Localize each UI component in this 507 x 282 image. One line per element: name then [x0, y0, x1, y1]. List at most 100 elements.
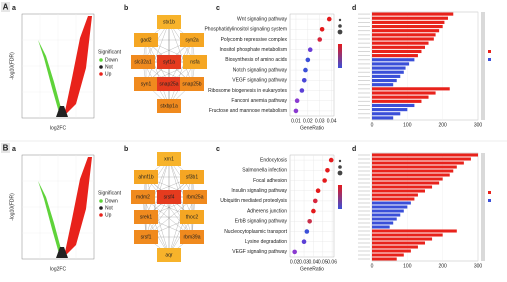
- x-axis-label: log2FC: [50, 266, 67, 272]
- legend-label: Not: [105, 64, 113, 70]
- node-label: ahnf1b: [138, 174, 154, 180]
- node-label: gad2: [140, 37, 151, 43]
- y-tick-label: Wnt signaling pathway: [237, 16, 288, 22]
- dot: [311, 208, 316, 214]
- bar: [372, 161, 464, 165]
- group-strip: [481, 12, 485, 120]
- bar: [372, 58, 415, 62]
- legend-swatch: [99, 206, 103, 210]
- y-tick-label: Salmonella infection: [242, 168, 287, 174]
- dot: [319, 27, 325, 32]
- row-label: A: [3, 3, 9, 12]
- node-label: slc32a1: [134, 59, 151, 65]
- dot: [315, 188, 321, 193]
- node-label: syt1a: [163, 59, 175, 65]
- up-cloud: [64, 16, 92, 116]
- y-tick-label: Nucleocytoplasmic transport: [224, 229, 287, 235]
- down-cloud: [38, 181, 61, 257]
- panel-label: a: [12, 5, 16, 12]
- edge: [145, 158, 170, 218]
- bar: [372, 189, 425, 193]
- dot: [325, 168, 330, 173]
- dot: [328, 157, 334, 163]
- plot-frame: [371, 11, 479, 121]
- dot: [293, 108, 299, 114]
- node: [134, 210, 158, 224]
- node-label: rbm39a: [184, 234, 201, 240]
- y-tick-label: Adherens junction: [247, 208, 287, 214]
- size-key: [337, 29, 343, 35]
- node: [183, 55, 207, 69]
- not-cloud: [56, 247, 68, 258]
- node-label: rbm25a: [187, 194, 204, 200]
- x-tick-label: 0: [371, 122, 374, 128]
- node: [157, 15, 181, 29]
- node-label: thoc2: [186, 214, 198, 220]
- bar: [372, 193, 418, 197]
- bar: [372, 205, 408, 209]
- x-tick-label: 0.02: [303, 118, 313, 124]
- size-key: [338, 18, 342, 22]
- panel-label: b: [124, 5, 128, 12]
- x-tick-label: 0.03: [315, 118, 325, 124]
- legend-swatch: [99, 199, 103, 203]
- legend-title: Significant: [98, 190, 122, 196]
- node-label: srek1: [140, 214, 152, 220]
- x-axis-label: GeneRatio: [300, 266, 324, 272]
- node: [180, 33, 204, 47]
- row-label-box: [1, 2, 10, 12]
- bar: [372, 54, 418, 58]
- bar: [372, 165, 457, 169]
- node-label: syn1: [141, 81, 152, 87]
- node: [157, 152, 181, 166]
- row-label: B: [3, 144, 9, 153]
- bar: [372, 49, 422, 54]
- y-tick-label: Insulin signaling pathway: [231, 188, 287, 194]
- bar: [372, 245, 418, 249]
- dot: [307, 47, 313, 52]
- node: [180, 230, 204, 244]
- bar: [372, 87, 450, 91]
- bar: [372, 257, 397, 261]
- x-tick-label: 100: [403, 122, 412, 128]
- dot: [301, 239, 307, 244]
- bar: [372, 29, 440, 33]
- node: [183, 190, 207, 204]
- y-tick-label: VEGF signaling pathway: [232, 78, 287, 84]
- edge: [168, 196, 196, 256]
- bar: [372, 91, 436, 95]
- node: [157, 55, 181, 69]
- node-label: sf3b1: [186, 174, 198, 180]
- dot: [326, 16, 332, 22]
- row-label-box: [1, 143, 10, 153]
- size-key: [338, 159, 342, 163]
- bar: [372, 201, 411, 205]
- bar: [372, 241, 425, 245]
- node: [180, 210, 204, 224]
- not-cloud: [56, 106, 68, 117]
- x-axis-label: log2FC: [50, 125, 67, 131]
- dot: [303, 67, 308, 73]
- legend-label: Up: [105, 212, 112, 218]
- bar: [372, 221, 394, 225]
- node: [157, 190, 181, 204]
- y-tick-label: Phosphatidylinositol signaling system: [204, 27, 287, 33]
- legend-swatch: [488, 191, 491, 194]
- legend-swatch: [99, 58, 103, 62]
- node-label: snap25a: [159, 81, 178, 87]
- node: [180, 170, 204, 184]
- dot: [322, 178, 327, 183]
- down-cloud: [38, 40, 61, 116]
- y-tick-label: Inositol phosphate metabolism: [219, 47, 287, 53]
- dot: [299, 88, 305, 93]
- bar: [372, 249, 411, 253]
- legend-swatch: [99, 72, 103, 76]
- y-tick-label: Polycomb repressive complex: [221, 37, 288, 43]
- node: [131, 190, 155, 204]
- size-key: [338, 24, 342, 28]
- legend-label: Not: [105, 205, 113, 211]
- x-tick-label: 300: [474, 122, 483, 128]
- node-label: syn2a: [185, 37, 199, 43]
- color-scale: [338, 185, 342, 209]
- node: [157, 99, 181, 113]
